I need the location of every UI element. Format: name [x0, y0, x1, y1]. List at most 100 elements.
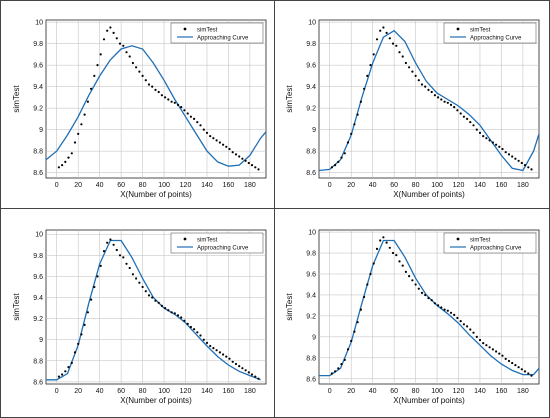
- simtest-point: [424, 85, 427, 88]
- simtest-point: [141, 74, 144, 77]
- simtest-point: [151, 296, 154, 299]
- x-tick-label: 100: [158, 388, 170, 395]
- simtest-point: [70, 152, 73, 155]
- simtest-point: [257, 377, 260, 380]
- simtest-point: [375, 247, 379, 250]
- simtest-point: [144, 79, 147, 82]
- simtest-point: [520, 368, 523, 371]
- simtest-point: [343, 358, 346, 361]
- x-axis-label: X(Number of points): [393, 396, 465, 405]
- simtest-point: [196, 121, 199, 124]
- simtest-point: [80, 333, 83, 336]
- simtest-point: [375, 38, 379, 41]
- simtest-point: [193, 117, 196, 120]
- simtest-point: [472, 124, 475, 127]
- simtest-point: [379, 29, 382, 32]
- legend-label-curve: Approaching Curve: [197, 36, 249, 42]
- simtest-point: [218, 141, 221, 144]
- simtest-point: [173, 101, 176, 104]
- chart-bottom-right: 0 20 40 60 80 100 120 140 160 180 8.6 8.8 9 9.2 9.4 9.6…: [285, 229, 540, 405]
- simtest-point: [231, 151, 234, 154]
- y-tick-label: 8.6: [306, 376, 316, 383]
- simtest-point: [507, 153, 511, 156]
- simtest-point: [238, 365, 241, 368]
- simtest-point: [125, 262, 128, 265]
- simtest-point: [430, 299, 433, 302]
- simtest-point: [366, 283, 369, 286]
- simtest-point: [183, 109, 186, 112]
- simtest-point: [449, 103, 453, 106]
- simtest-point: [523, 164, 527, 167]
- simtest-point: [495, 350, 498, 353]
- x-tick-label: 80: [412, 182, 420, 189]
- simtest-point: [102, 38, 106, 41]
- simtest-point: [372, 262, 375, 265]
- y-tick-label: 9: [39, 127, 43, 134]
- simtest-point: [437, 96, 440, 99]
- simtest-point: [57, 375, 61, 378]
- y-tick-label: 9: [312, 127, 316, 134]
- simtest-point: [466, 325, 469, 328]
- simtest-point: [205, 131, 209, 134]
- panel-divider-vertical: [274, 0, 275, 418]
- chart-top-left: 0 20 40 60 80 100 120 140 160 180 8.6 8.8 9 9.2 9.4 9.6…: [12, 19, 267, 199]
- simtest-point: [164, 307, 167, 310]
- simtest-point: [157, 301, 160, 304]
- legend-label-curve: Approaching Curve: [470, 36, 522, 42]
- y-tick-label: 9.2: [306, 106, 316, 113]
- simtest-point: [433, 94, 436, 97]
- simtest-point: [222, 143, 225, 146]
- simtest-point: [491, 348, 494, 351]
- y-axis-label: simTest: [285, 293, 294, 321]
- simtest-point: [446, 309, 449, 312]
- simtest-point: [401, 55, 404, 58]
- simtest-point: [61, 373, 64, 376]
- simtest-point: [180, 316, 183, 319]
- x-tick-label: 180: [244, 182, 256, 189]
- simtest-point: [106, 29, 109, 32]
- simtest-point: [443, 100, 446, 103]
- x-tick-label: 120: [180, 388, 192, 395]
- simtest-point: [495, 143, 498, 146]
- simtest-point: [350, 339, 353, 343]
- approaching-curve-line: [45, 45, 267, 167]
- simtest-point: [77, 342, 80, 345]
- simtest-point: [414, 283, 417, 286]
- x-tick-label: 80: [139, 388, 147, 395]
- legend-box: [443, 232, 537, 254]
- y-tick-label: 8.6: [33, 379, 43, 386]
- simtest-point: [99, 264, 102, 267]
- simtest-point: [212, 347, 215, 350]
- simtest-point: [96, 64, 99, 67]
- simtest-point: [241, 367, 244, 370]
- simtest-point: [250, 373, 254, 376]
- simtest-point: [501, 147, 504, 151]
- plot-area: [318, 229, 540, 385]
- chart-bottom-left: 0 20 40 60 80 100 120 140 160 180 8.6 8.8 9 9.2 9.4 9.6…: [12, 229, 267, 405]
- y-axis-label: simTest: [12, 293, 21, 321]
- simtest-point: [356, 113, 359, 116]
- x-tick-label: 100: [431, 182, 443, 189]
- simtest-point: [530, 374, 533, 377]
- simtest-point: [391, 251, 395, 255]
- legend-marker-simtest: [183, 237, 187, 241]
- simtest-point: [520, 161, 523, 165]
- x-tick-label: 160: [223, 182, 235, 189]
- simtest-point: [427, 297, 430, 300]
- simtest-point: [363, 295, 366, 299]
- simtest-point: [228, 357, 231, 360]
- simtest-point: [228, 147, 231, 151]
- simtest-point: [369, 272, 372, 276]
- simtest-point: [398, 260, 401, 263]
- simtest-point: [112, 31, 115, 34]
- simtest-point: [170, 311, 173, 314]
- simtest-point: [356, 321, 359, 324]
- simtest-point: [482, 342, 485, 345]
- simtest-point: [86, 100, 89, 103]
- y-tick-label: 8.8: [33, 358, 43, 365]
- simtest-point: [478, 338, 482, 342]
- simtest-point: [359, 100, 362, 103]
- simtest-point: [205, 341, 209, 344]
- simtest-point: [189, 325, 192, 329]
- simtest-point: [408, 66, 411, 69]
